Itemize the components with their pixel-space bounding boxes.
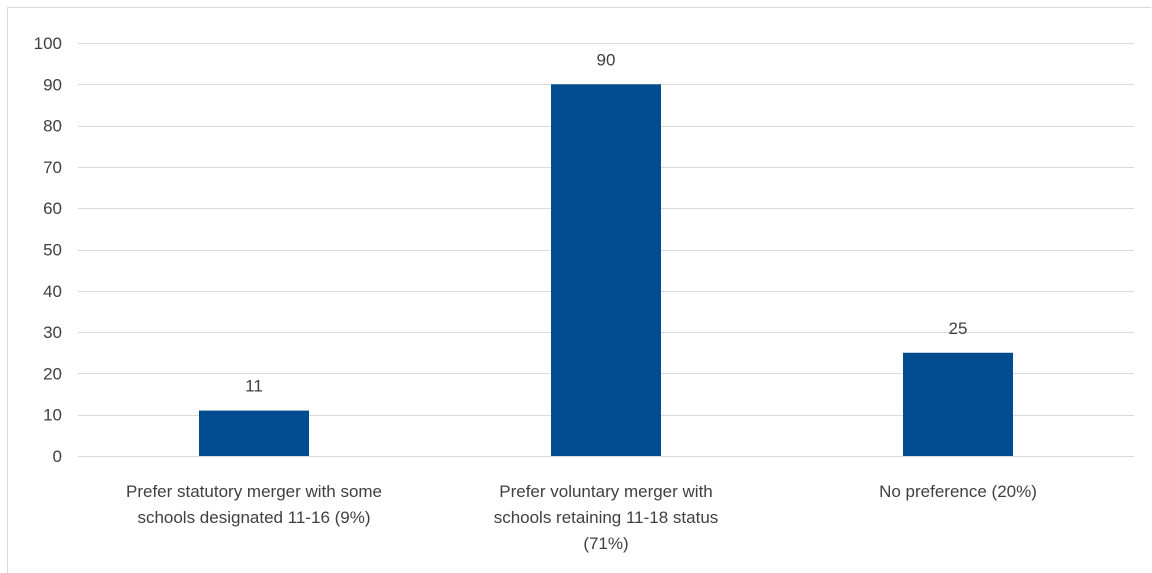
category-label-line: No preference (20%) — [879, 482, 1037, 501]
y-tick-label: 20 — [43, 364, 62, 383]
y-tick-label: 70 — [43, 158, 62, 177]
category-label-line: schools designated 11-16 (9%) — [137, 508, 370, 527]
bar — [551, 84, 661, 457]
y-tick-label: 0 — [53, 447, 62, 466]
category-label: Prefer statutory merger with some schools… — [126, 482, 382, 527]
y-tick-label: 40 — [43, 282, 62, 301]
bar — [903, 352, 1013, 456]
category-label-line: (71%) — [583, 534, 628, 553]
data-label: 25 — [949, 319, 968, 338]
y-tick-label: 90 — [43, 75, 62, 94]
data-label: 11 — [245, 377, 263, 396]
y-tick-label: 30 — [43, 323, 62, 342]
y-tick-label: 10 — [43, 406, 62, 425]
category-label: No preference (20%) — [879, 482, 1037, 501]
bars — [199, 84, 1013, 457]
x-axis-category-labels: Prefer statutory merger with some schools… — [126, 482, 1037, 553]
category-label: Prefer voluntary merger with schools reta… — [494, 482, 719, 553]
category-label-line: schools retaining 11-18 status — [494, 508, 719, 527]
data-labels: 11 90 25 — [245, 50, 967, 395]
y-tick-label: 50 — [43, 241, 62, 260]
data-label: 90 — [597, 50, 616, 69]
category-label-line: Prefer voluntary merger with — [499, 482, 713, 501]
y-axis-tick-labels: 0 10 20 30 40 50 60 70 80 90 100 — [34, 34, 62, 466]
y-tick-label: 100 — [34, 34, 62, 53]
y-tick-label: 80 — [43, 117, 62, 136]
y-tick-label: 60 — [43, 199, 62, 218]
bar — [199, 410, 309, 456]
category-label-line: Prefer statutory merger with some — [126, 482, 382, 501]
chart-frame — [7, 7, 1151, 573]
